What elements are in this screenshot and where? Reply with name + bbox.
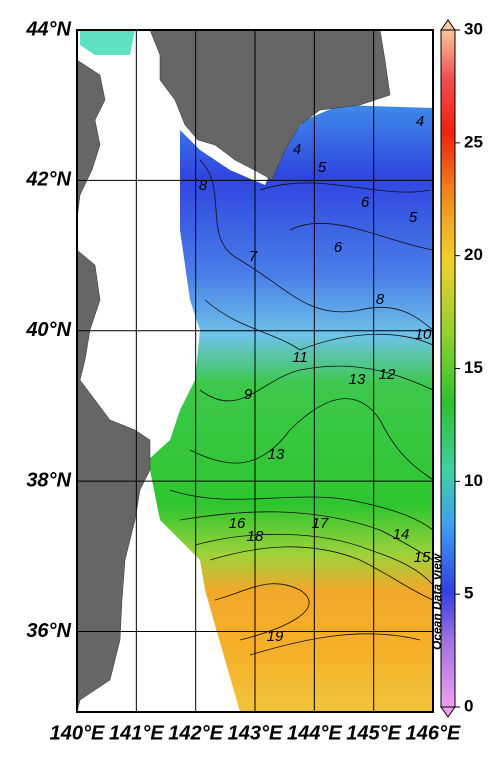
colorbar-tick-label: 0 bbox=[464, 696, 473, 715]
contour-label: 6 bbox=[334, 239, 343, 256]
lat-tick-label: 36°N bbox=[26, 620, 71, 642]
map-frame bbox=[76, 29, 434, 713]
colorbar-over bbox=[440, 19, 456, 31]
contour-label: 17 bbox=[312, 515, 329, 532]
contour-label: 8 bbox=[376, 291, 385, 308]
contour-label: 13 bbox=[268, 446, 285, 463]
credit: Ocean Data View bbox=[430, 553, 444, 650]
contour-label: 4 bbox=[416, 113, 424, 130]
colorbar-tick-label: 25 bbox=[464, 132, 483, 151]
lon-tick-label: 143°E bbox=[228, 722, 283, 744]
contour-label: 15 bbox=[414, 549, 431, 566]
colorbar-tick-label: 10 bbox=[464, 471, 483, 490]
contour-label: 18 bbox=[247, 528, 264, 545]
contour-label: 11 bbox=[292, 349, 308, 366]
lon-tick-label: 146°E bbox=[406, 722, 461, 744]
contour-label: 10 bbox=[415, 326, 432, 343]
colorbar-tick-label: 15 bbox=[464, 358, 483, 377]
contour-label: 19 bbox=[267, 628, 284, 645]
contour-label: 13 bbox=[349, 371, 366, 388]
colorbar-under bbox=[440, 706, 456, 718]
land bbox=[149, 30, 391, 181]
contour-label: 9 bbox=[244, 386, 253, 403]
colorbar-tick-label: 30 bbox=[464, 19, 483, 38]
temperature-field bbox=[80, 30, 135, 55]
lat-tick-label: 40°N bbox=[25, 319, 71, 341]
colorbar-tick-label: 5 bbox=[464, 584, 473, 603]
contour-lines bbox=[169, 159, 433, 656]
lon-tick-label: 140°E bbox=[50, 722, 105, 744]
contour-label: 8 bbox=[199, 177, 208, 194]
temperature-field bbox=[148, 105, 433, 712]
lat-tick-label: 38°N bbox=[26, 469, 71, 491]
contour-label: 7 bbox=[249, 248, 258, 265]
contour-label: 4 bbox=[293, 141, 301, 158]
contour-label: 14 bbox=[393, 526, 410, 543]
lon-tick-label: 145°E bbox=[346, 722, 401, 744]
lat-tick-label: 42°N bbox=[25, 169, 71, 191]
lon-tick-label: 144°E bbox=[287, 722, 342, 744]
contour-label: 12 bbox=[379, 366, 396, 383]
contour-label: 16 bbox=[229, 515, 246, 532]
contour-label: 6 bbox=[361, 194, 370, 211]
lat-tick-label: 44°N bbox=[25, 18, 71, 40]
lon-tick-label: 141°E bbox=[109, 722, 164, 744]
contour-label: 5 bbox=[409, 209, 418, 226]
colorbar-tick-label: 20 bbox=[464, 245, 483, 264]
lon-tick-label: 142°E bbox=[168, 722, 223, 744]
contour-label: 5 bbox=[318, 159, 327, 176]
